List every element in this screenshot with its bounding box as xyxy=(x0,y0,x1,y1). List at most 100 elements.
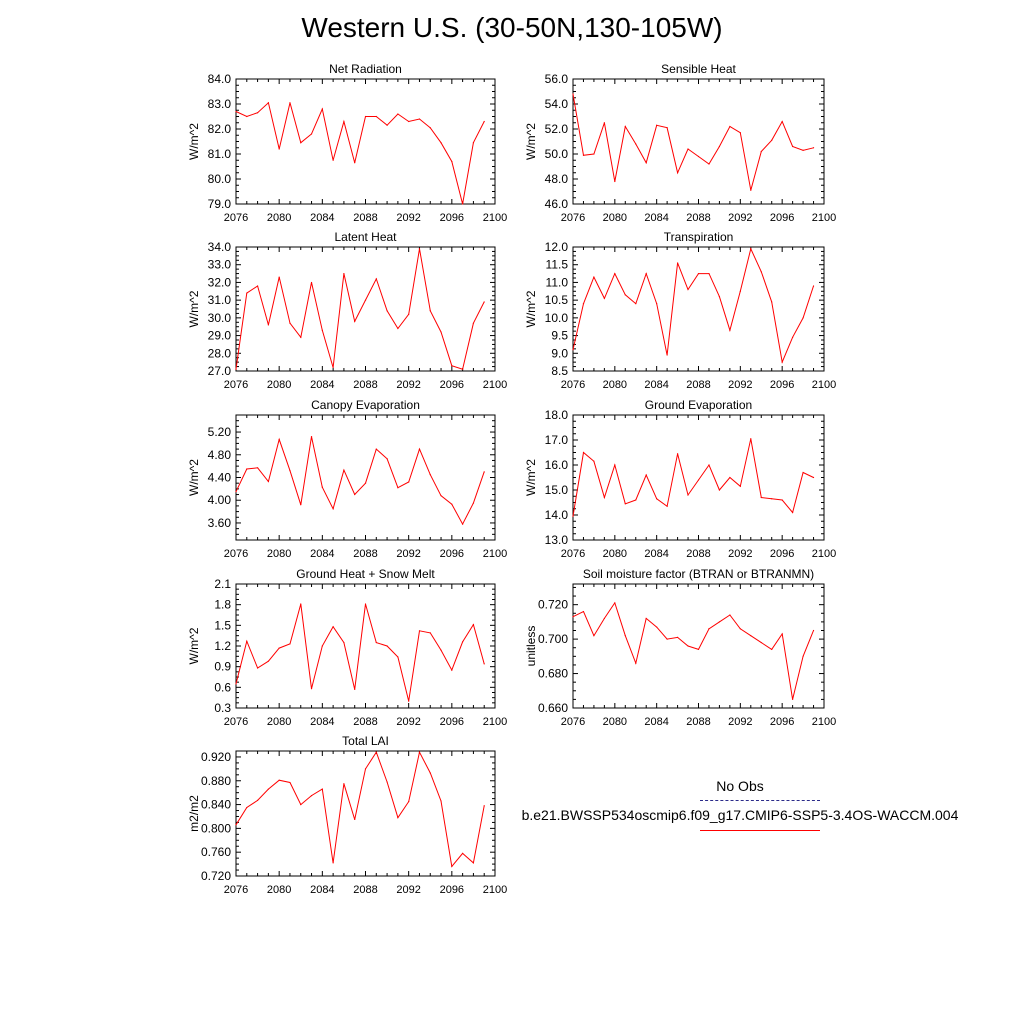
page-title: Western U.S. (30-50N,130-105W) xyxy=(301,12,723,43)
data-point xyxy=(235,491,237,493)
data-point xyxy=(729,614,731,616)
x-tick-label: 2096 xyxy=(440,884,464,896)
series-line xyxy=(235,750,485,868)
data-point xyxy=(397,656,399,658)
data-point xyxy=(386,310,388,312)
x-tick-label: 2076 xyxy=(561,716,585,728)
data-point xyxy=(386,124,388,126)
data-point xyxy=(408,313,410,315)
data-point xyxy=(771,139,773,141)
y-tick-label: 1.2 xyxy=(214,639,231,653)
data-point xyxy=(760,641,762,644)
data-point xyxy=(656,626,658,628)
data-point xyxy=(451,503,453,505)
data-point xyxy=(708,464,710,466)
x-tick-label: 2088 xyxy=(353,379,377,391)
data-point xyxy=(364,603,367,605)
x-tick-label: 2080 xyxy=(603,716,627,728)
data-point xyxy=(624,294,626,296)
data-point xyxy=(354,320,356,322)
x-tick-label: 2084 xyxy=(644,379,668,391)
data-point xyxy=(256,467,259,469)
y-tick-label: 12.0 xyxy=(545,240,569,254)
data-point xyxy=(289,322,291,324)
y-tick-label: 0.840 xyxy=(201,798,231,812)
data-point xyxy=(472,502,475,504)
y-tick-label: 48.0 xyxy=(545,172,569,186)
chart-panel: 2076 2080 2084 2088 2092 2096 2100 3.60 4.00 4.40… xyxy=(187,398,507,560)
data-point xyxy=(364,482,367,484)
data-point xyxy=(771,301,773,303)
data-point xyxy=(267,102,269,104)
x-tick-label: 2080 xyxy=(267,379,291,391)
x-tick-label: 2088 xyxy=(353,548,377,560)
data-point xyxy=(572,349,574,351)
x-tick-label: 2096 xyxy=(770,212,794,224)
data-point xyxy=(603,496,605,499)
data-point xyxy=(750,438,752,440)
chart-title: Soil moisture factor (BTRAN or BTRANMN) xyxy=(583,567,814,581)
data-point xyxy=(364,299,367,301)
y-tick-label: 82.0 xyxy=(208,122,232,136)
data-point xyxy=(246,292,248,294)
data-point xyxy=(472,624,475,626)
data-point xyxy=(792,336,794,338)
y-tick-label: 31.0 xyxy=(208,293,232,307)
legend-obs-line xyxy=(700,800,820,801)
chart-title: Ground Heat + Snow Melt xyxy=(296,567,435,581)
x-tick-label: 2084 xyxy=(644,212,668,224)
x-tick-label: 2096 xyxy=(440,716,464,728)
data-point xyxy=(483,301,485,303)
data-point xyxy=(462,641,464,643)
data-point xyxy=(343,120,345,123)
y-tick-label: 0.9 xyxy=(214,660,231,674)
data-point xyxy=(483,663,485,665)
data-point xyxy=(760,496,762,499)
data-point xyxy=(300,336,302,338)
y-tick-label: 0.720 xyxy=(538,598,568,612)
x-tick-label: 2100 xyxy=(812,716,836,728)
data-point xyxy=(462,852,464,854)
chart-panel: 2076 2080 2084 2088 2092 2096 2100 46.0 48.0 50.0… xyxy=(524,62,836,224)
y-tick-label: 30.0 xyxy=(208,311,232,325)
x-tick-label: 2096 xyxy=(770,379,794,391)
y-tick-label: 10.5 xyxy=(545,293,569,307)
y-tick-label: 0.680 xyxy=(538,667,568,681)
chart-title: Ground Evaporation xyxy=(645,398,752,412)
data-point xyxy=(624,503,626,505)
x-tick-label: 2084 xyxy=(310,212,334,224)
data-point xyxy=(300,803,302,806)
x-tick-label: 2088 xyxy=(353,884,377,896)
x-tick-label: 2084 xyxy=(310,716,334,728)
x-tick-label: 2096 xyxy=(770,548,794,560)
data-point xyxy=(429,127,431,129)
data-point xyxy=(676,636,679,638)
data-point xyxy=(708,272,710,275)
data-point xyxy=(697,648,700,651)
data-point xyxy=(666,505,668,507)
data-point xyxy=(310,281,313,284)
data-point xyxy=(408,120,410,123)
data-point xyxy=(386,645,388,647)
series-line xyxy=(572,93,814,191)
data-point xyxy=(718,145,721,148)
plot-frame xyxy=(235,414,496,541)
x-tick-label: 2092 xyxy=(728,716,752,728)
data-point xyxy=(300,504,302,506)
y-tick-label: 5.20 xyxy=(208,425,232,439)
y-tick-label: 0.920 xyxy=(201,750,231,764)
x-tick-label: 2088 xyxy=(353,716,377,728)
plot-frame xyxy=(572,78,825,205)
data-point xyxy=(603,617,605,620)
data-point xyxy=(572,515,574,517)
data-point xyxy=(572,616,574,618)
data-point xyxy=(614,464,616,466)
data-point xyxy=(321,329,323,331)
data-point xyxy=(750,635,752,637)
data-point xyxy=(332,159,334,161)
data-point xyxy=(792,698,794,700)
data-point xyxy=(718,621,721,623)
x-tick-label: 2076 xyxy=(224,379,248,391)
data-point xyxy=(343,783,345,785)
